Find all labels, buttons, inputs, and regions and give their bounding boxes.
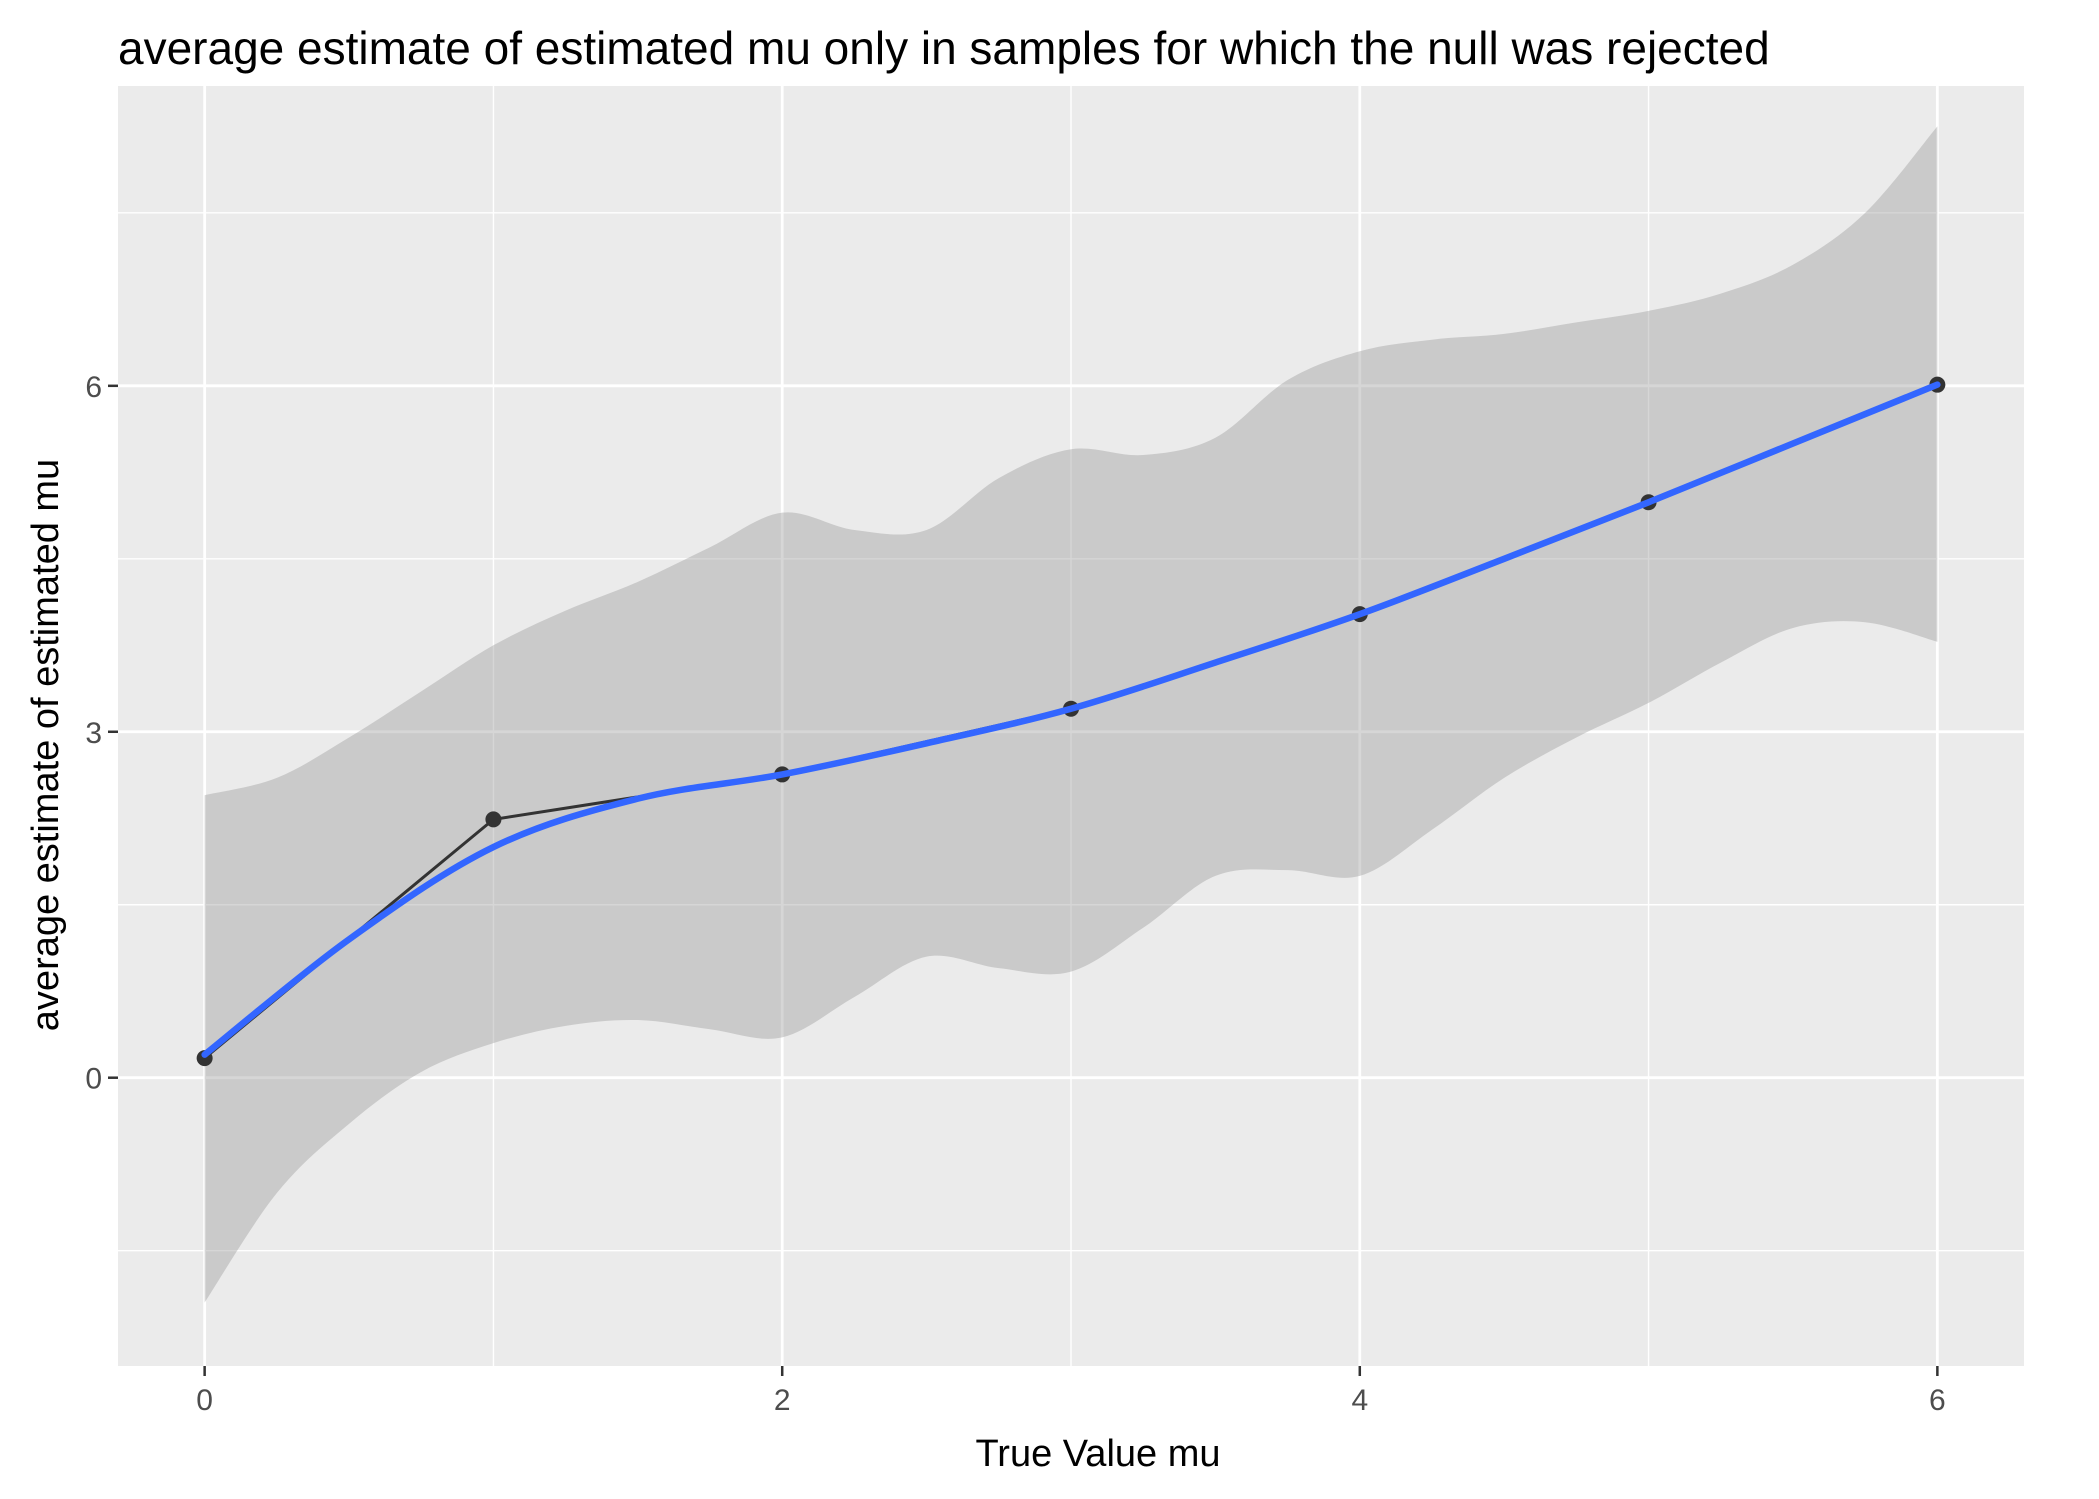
x-tick-label: 0 (196, 1384, 213, 1417)
major-gridlines (118, 86, 2024, 1366)
y-axis-title: average estimate of estimated mu (25, 459, 67, 1031)
x-tick-label: 2 (774, 1384, 791, 1417)
y-tick-label: 0 (85, 1063, 102, 1096)
smooth-line (201, 381, 1941, 1058)
x-axis-ticks: 0 2 4 6 (196, 1366, 1946, 1417)
x-axis-title: True Value mu (976, 1433, 1221, 1475)
y-axis-ticks: 0 3 6 (85, 371, 118, 1096)
x-tick-label: 6 (1929, 1384, 1946, 1417)
y-tick-label: 6 (85, 371, 102, 404)
minor-gridlines (118, 86, 2024, 1366)
x-tick-label: 4 (1351, 1384, 1368, 1417)
data-point (485, 811, 502, 828)
chart-title: average estimate of estimated mu only in… (118, 22, 1770, 74)
y-tick-label: 3 (85, 717, 102, 750)
